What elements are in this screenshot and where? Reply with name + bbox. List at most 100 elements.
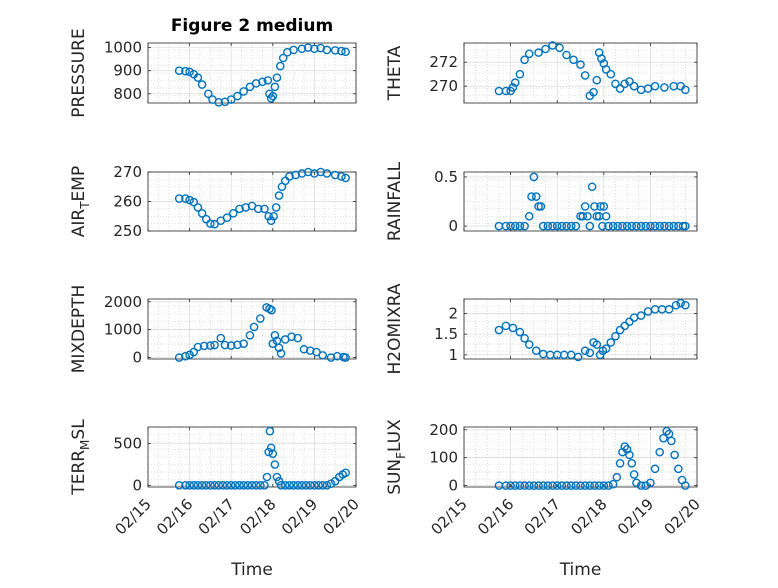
y-tick-label: 800: [113, 85, 142, 103]
data-point: [274, 191, 284, 200]
data-point: [185, 481, 194, 490]
data-point: [562, 481, 571, 490]
y-tick-label: 0: [448, 217, 458, 235]
data-point: [615, 84, 625, 93]
data-point: [508, 83, 518, 92]
data-point: [226, 341, 236, 350]
subplot-h2omixra: 1 1.5 2 H2OMIXRA: [385, 283, 698, 375]
data-series: [174, 303, 350, 362]
data-point: [275, 61, 285, 71]
data-point: [318, 481, 328, 490]
data-point: [646, 221, 655, 231]
minor-grid: [147, 427, 357, 487]
data-point: [592, 75, 602, 85]
data-point: [285, 172, 294, 181]
data-point: [606, 338, 616, 347]
data-point: [615, 458, 625, 468]
data-point: [524, 340, 534, 349]
data-point: [197, 80, 207, 89]
data-point: [174, 194, 184, 203]
data-point: [636, 221, 646, 231]
data-point: [659, 433, 668, 443]
data-point: [611, 331, 620, 341]
x-tick-label: 02/20: [661, 495, 704, 538]
data-point: [330, 46, 340, 55]
data-point: [256, 314, 265, 323]
data-point: [571, 481, 581, 490]
y-axis-label: H2OMIXRA: [385, 283, 405, 374]
data-point: [241, 203, 251, 212]
data-point: [585, 481, 595, 490]
data-point: [189, 197, 199, 207]
data-point: [580, 202, 590, 211]
data-point: [622, 445, 632, 454]
data-point: [265, 426, 275, 436]
data-point: [299, 344, 309, 354]
data-point: [608, 479, 618, 489]
data-point: [185, 67, 194, 77]
data-point: [174, 66, 184, 75]
y-tick-label: 0.5: [434, 168, 458, 186]
axes-box: [463, 171, 698, 232]
data-point: [597, 54, 606, 63]
data-point: [555, 43, 564, 53]
data-point: [326, 353, 336, 362]
data-point: [527, 192, 536, 201]
data-point: [276, 481, 286, 490]
data-point: [506, 481, 515, 490]
data-point: [520, 481, 529, 490]
data-point: [280, 481, 290, 490]
data-point: [226, 481, 236, 490]
data-point: [197, 208, 207, 218]
data-point: [222, 481, 232, 490]
data-point: [310, 169, 319, 178]
data-point: [289, 45, 298, 55]
data-point: [235, 204, 244, 214]
data-point: [587, 182, 597, 192]
data-point: [541, 44, 550, 54]
data-point: [266, 443, 276, 453]
data-point: [210, 219, 219, 229]
data-point: [262, 472, 272, 482]
data-point: [239, 339, 248, 348]
data-point: [220, 340, 230, 350]
data-point: [566, 481, 576, 490]
x-tick-label: 02/19: [614, 495, 657, 538]
data-point: [269, 211, 278, 221]
data-point: [189, 347, 199, 357]
data-point: [310, 481, 319, 490]
data-point: [501, 86, 511, 96]
subplot-rainfall: 0 0.5 RAINFALL: [385, 161, 698, 241]
data-point: [291, 170, 300, 180]
data-point: [627, 221, 637, 231]
data-point: [322, 481, 332, 490]
data-point: [199, 341, 209, 351]
axes-box: [147, 42, 357, 104]
axes-box: [463, 426, 698, 488]
data-point: [580, 71, 590, 80]
data-point: [214, 98, 224, 107]
data-point: [552, 221, 562, 231]
data-point: [253, 204, 263, 214]
data-point: [515, 327, 525, 337]
data-point: [599, 481, 609, 490]
data-point: [671, 300, 681, 310]
data-point: [218, 481, 228, 490]
data-point: [536, 202, 546, 211]
data-point: [599, 202, 609, 211]
data-point: [529, 481, 539, 490]
data-point: [314, 481, 323, 490]
data-point: [531, 346, 541, 356]
data-point: [316, 167, 325, 177]
data-point: [531, 192, 541, 201]
y-tick-label: 0: [132, 349, 142, 367]
data-point: [206, 219, 215, 228]
x-tick-label: 02/16: [153, 495, 196, 538]
data-point: [247, 481, 257, 490]
data-point: [210, 481, 219, 490]
axes-box: [147, 298, 357, 360]
data-point: [667, 436, 676, 446]
data-point: [590, 481, 599, 490]
data-point: [520, 55, 529, 65]
data-point: [604, 481, 613, 490]
